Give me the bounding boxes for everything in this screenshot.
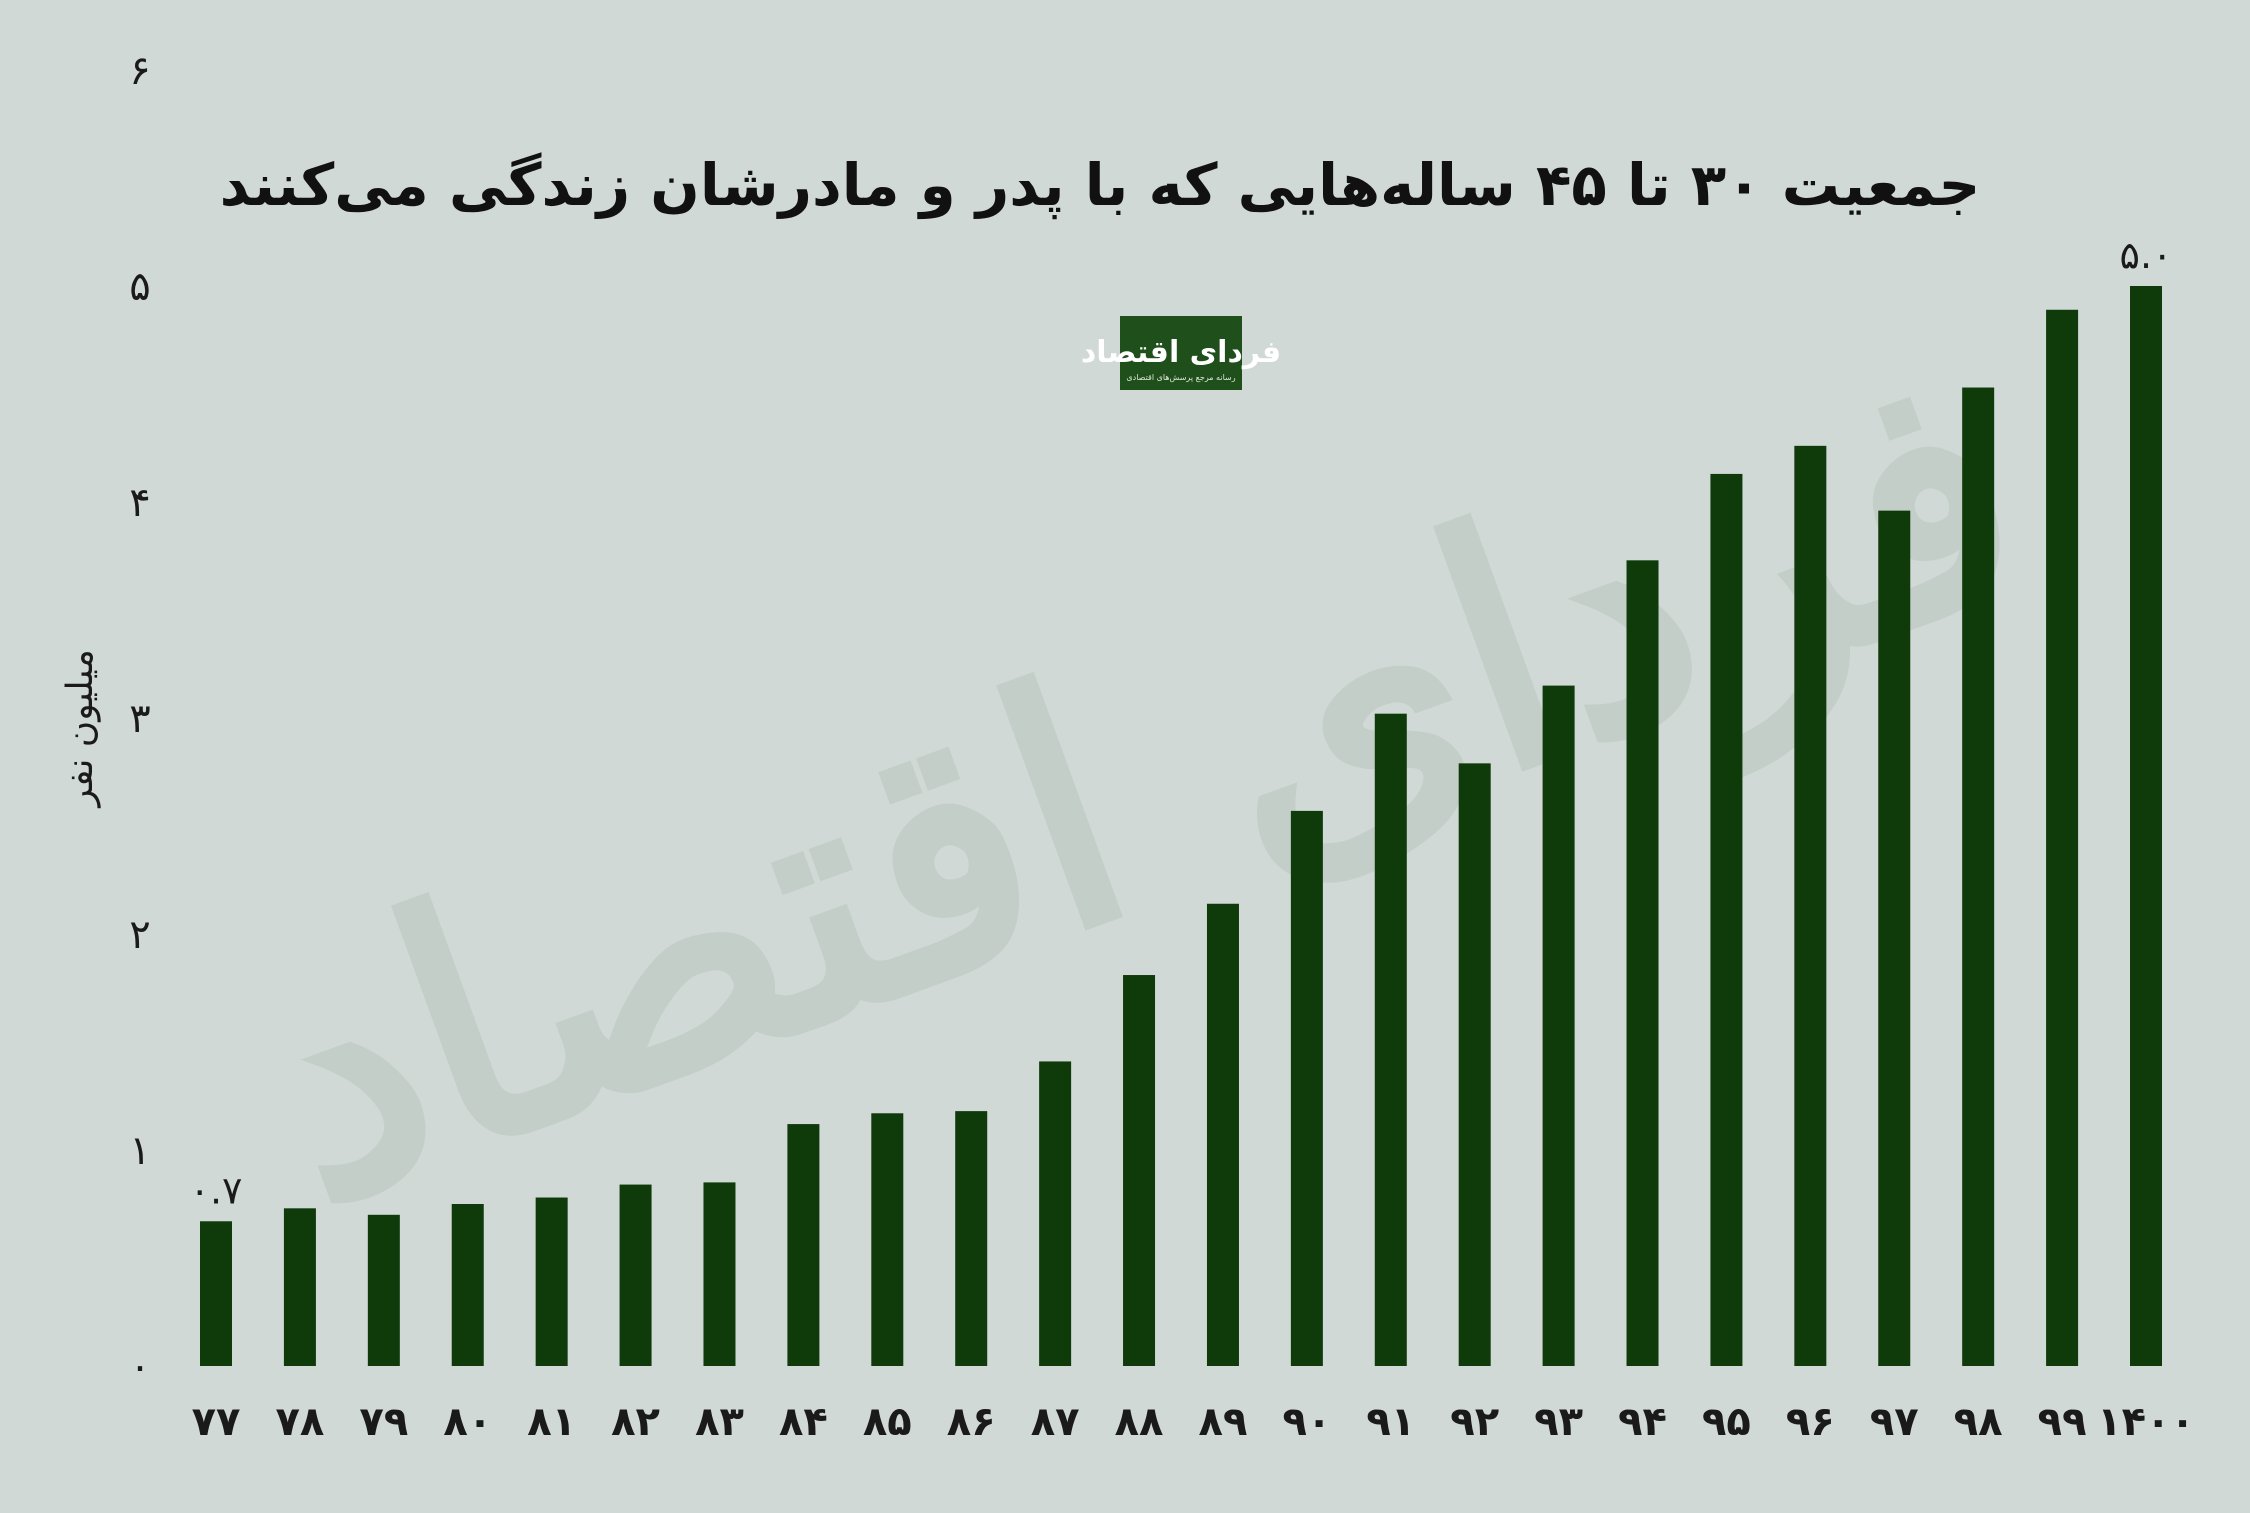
bar bbox=[451, 1204, 484, 1366]
x-tick-label: ۸۸ bbox=[1115, 1399, 1164, 1445]
x-tick-label: ۷۸ bbox=[275, 1399, 324, 1445]
x-tick-label: ۸۰ bbox=[443, 1399, 492, 1445]
x-tick-label: ۹۷ bbox=[1870, 1399, 1919, 1445]
bar bbox=[955, 1111, 988, 1366]
x-tick-label: ۸۲ bbox=[611, 1399, 660, 1445]
bar bbox=[1878, 510, 1911, 1366]
y-tick-label: ۶ bbox=[129, 48, 150, 94]
x-tick-label: ۹۰ bbox=[1282, 1399, 1331, 1445]
x-tick-label: ۸۶ bbox=[947, 1399, 996, 1445]
bar bbox=[2046, 309, 2079, 1366]
x-tick-label: ۹۳ bbox=[1534, 1399, 1583, 1445]
x-tick-label: ۹۹ bbox=[2038, 1399, 2087, 1445]
bar bbox=[1374, 713, 1407, 1366]
x-tick-label: ۹۸ bbox=[1954, 1399, 2003, 1445]
bar bbox=[1123, 975, 1156, 1366]
y-axis-ticks: ۰ ۱ ۲ ۳ ۴ ۵ ۶ bbox=[129, 48, 150, 1390]
y-tick-label: ۲ bbox=[129, 912, 150, 958]
bars bbox=[200, 286, 2162, 1367]
bar bbox=[1794, 445, 1827, 1367]
y-tick-label: ۴ bbox=[129, 480, 150, 526]
logo-tagline: رسانه مرجع پرسش‌های اقتصادی bbox=[1126, 373, 1235, 382]
x-axis-ticks: ۷۷ ۷۸ ۷۹ ۸۰ ۸۱ ۸۲ ۸۳ ۸۴ ۸۵ ۸۶ ۸۷ ۸۸ ۸۹ ۹۰ ۹۱ ۹۲ ۹۳ ۹۴ ۹۵ ۹۶… bbox=[192, 1399, 2195, 1445]
bar bbox=[367, 1214, 400, 1366]
y-tick-label: ۱ bbox=[129, 1128, 150, 1174]
x-tick-label: ۹۶ bbox=[1786, 1399, 1835, 1445]
bar bbox=[1458, 763, 1491, 1366]
bar bbox=[2130, 286, 2162, 1366]
x-tick-label: ۹۱ bbox=[1366, 1399, 1415, 1445]
bar bbox=[1962, 387, 1995, 1366]
y-axis-label: میلیون نفر bbox=[60, 649, 101, 809]
data-label: ۰.۷ bbox=[190, 1168, 243, 1212]
y-tick-label: ۵ bbox=[129, 264, 150, 310]
bar bbox=[787, 1124, 820, 1366]
chart-title: جمعیت ۳۰ تا ۴۵ ساله‌هایی که با پدر و ماد… bbox=[220, 151, 1981, 220]
data-label: ۵.۰ bbox=[2120, 233, 2173, 277]
logo: فردای اقتصاد رسانه مرجع پرسش‌های اقتصادی bbox=[1081, 316, 1281, 390]
bar bbox=[1206, 903, 1239, 1366]
bar bbox=[283, 1208, 316, 1366]
bar bbox=[1290, 810, 1323, 1366]
x-tick-label: ۱۴۰۰ bbox=[2097, 1399, 2195, 1445]
bar bbox=[200, 1221, 232, 1366]
bar bbox=[1542, 685, 1575, 1366]
bar bbox=[703, 1182, 736, 1366]
bar bbox=[1710, 473, 1743, 1366]
data-labels: ۰.۷ ۵.۰ bbox=[190, 233, 2173, 1212]
x-tick-label: ۹۴ bbox=[1618, 1399, 1667, 1445]
x-tick-label: ۸۳ bbox=[695, 1399, 744, 1445]
x-tick-label: ۹۵ bbox=[1702, 1399, 1751, 1445]
bar bbox=[619, 1184, 652, 1366]
x-tick-label: ۸۷ bbox=[1031, 1399, 1080, 1445]
bar bbox=[1039, 1061, 1072, 1366]
x-tick-label: ۸۹ bbox=[1199, 1399, 1248, 1445]
logo-name: فردای اقتصاد bbox=[1081, 335, 1281, 370]
y-tick-label: ۳ bbox=[129, 696, 150, 742]
x-tick-label: ۷۹ bbox=[359, 1399, 408, 1445]
bar bbox=[871, 1113, 904, 1366]
bar bbox=[1626, 560, 1659, 1366]
y-tick-label: ۰ bbox=[129, 1344, 150, 1390]
x-tick-label: ۸۱ bbox=[527, 1399, 576, 1445]
x-tick-label: ۷۷ bbox=[192, 1399, 241, 1445]
bar bbox=[535, 1197, 568, 1366]
x-tick-label: ۸۵ bbox=[863, 1399, 912, 1445]
x-tick-label: ۹۲ bbox=[1450, 1399, 1499, 1445]
x-tick-label: ۸۴ bbox=[779, 1399, 828, 1445]
